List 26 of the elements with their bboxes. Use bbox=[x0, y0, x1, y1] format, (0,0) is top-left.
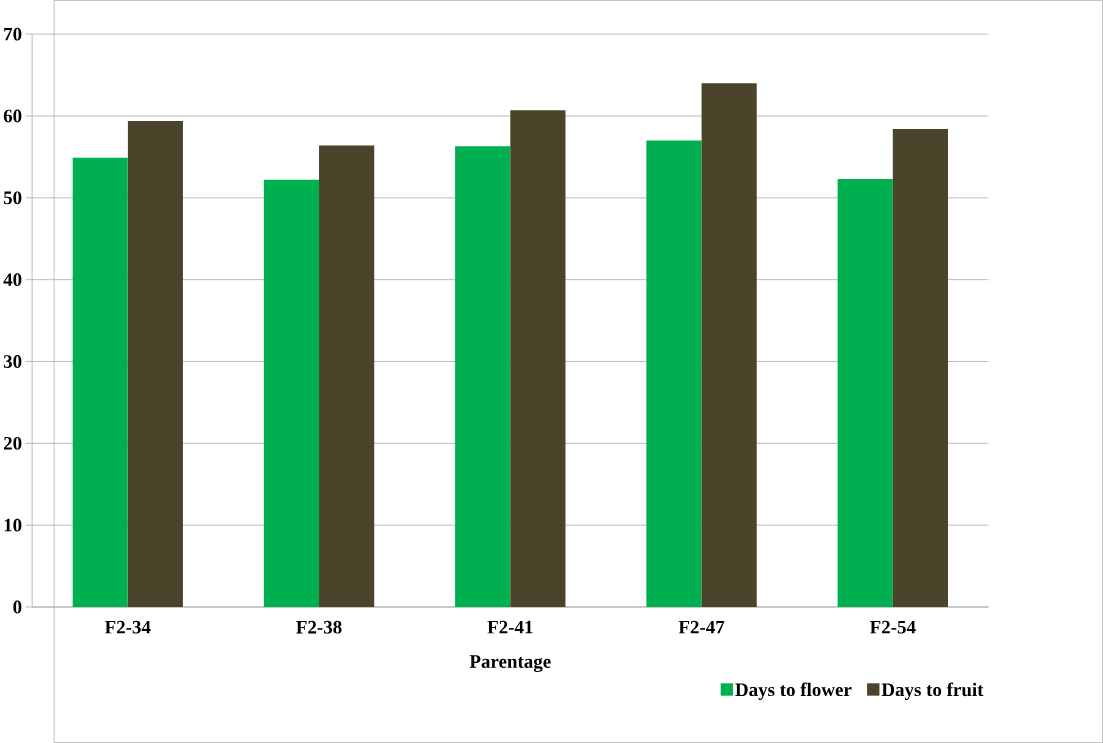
bar bbox=[455, 146, 511, 608]
y-tick-label: 30 bbox=[3, 355, 22, 368]
x-tick-label: F2-41 bbox=[487, 620, 533, 634]
x-tick-label: F2-38 bbox=[296, 620, 342, 634]
bar bbox=[646, 140, 702, 608]
bar bbox=[319, 145, 375, 608]
bar bbox=[263, 179, 320, 608]
bar bbox=[701, 83, 757, 608]
bar bbox=[127, 120, 183, 608]
x-tick-label: F2-34 bbox=[104, 620, 151, 634]
x-tick-label: F2-54 bbox=[869, 620, 916, 634]
y-tick-label: 10 bbox=[4, 518, 22, 532]
y-tick-label: 60 bbox=[3, 109, 22, 123]
bar bbox=[72, 157, 128, 608]
bar bbox=[892, 129, 948, 608]
y-tick-label: 0 bbox=[13, 600, 22, 614]
y-tick-label: 70 bbox=[4, 27, 22, 41]
x-tick-label: F2-47 bbox=[678, 620, 725, 634]
y-tick-label: 50 bbox=[3, 191, 22, 205]
legend-label: Days to flower bbox=[735, 682, 852, 701]
x-axis-title: Parentage bbox=[469, 655, 551, 672]
legend-label: Days to fruit bbox=[881, 682, 984, 701]
y-tick-label: 40 bbox=[3, 273, 22, 287]
bar bbox=[837, 179, 893, 608]
bar bbox=[510, 110, 566, 608]
y-tick-label: 20 bbox=[3, 436, 22, 450]
